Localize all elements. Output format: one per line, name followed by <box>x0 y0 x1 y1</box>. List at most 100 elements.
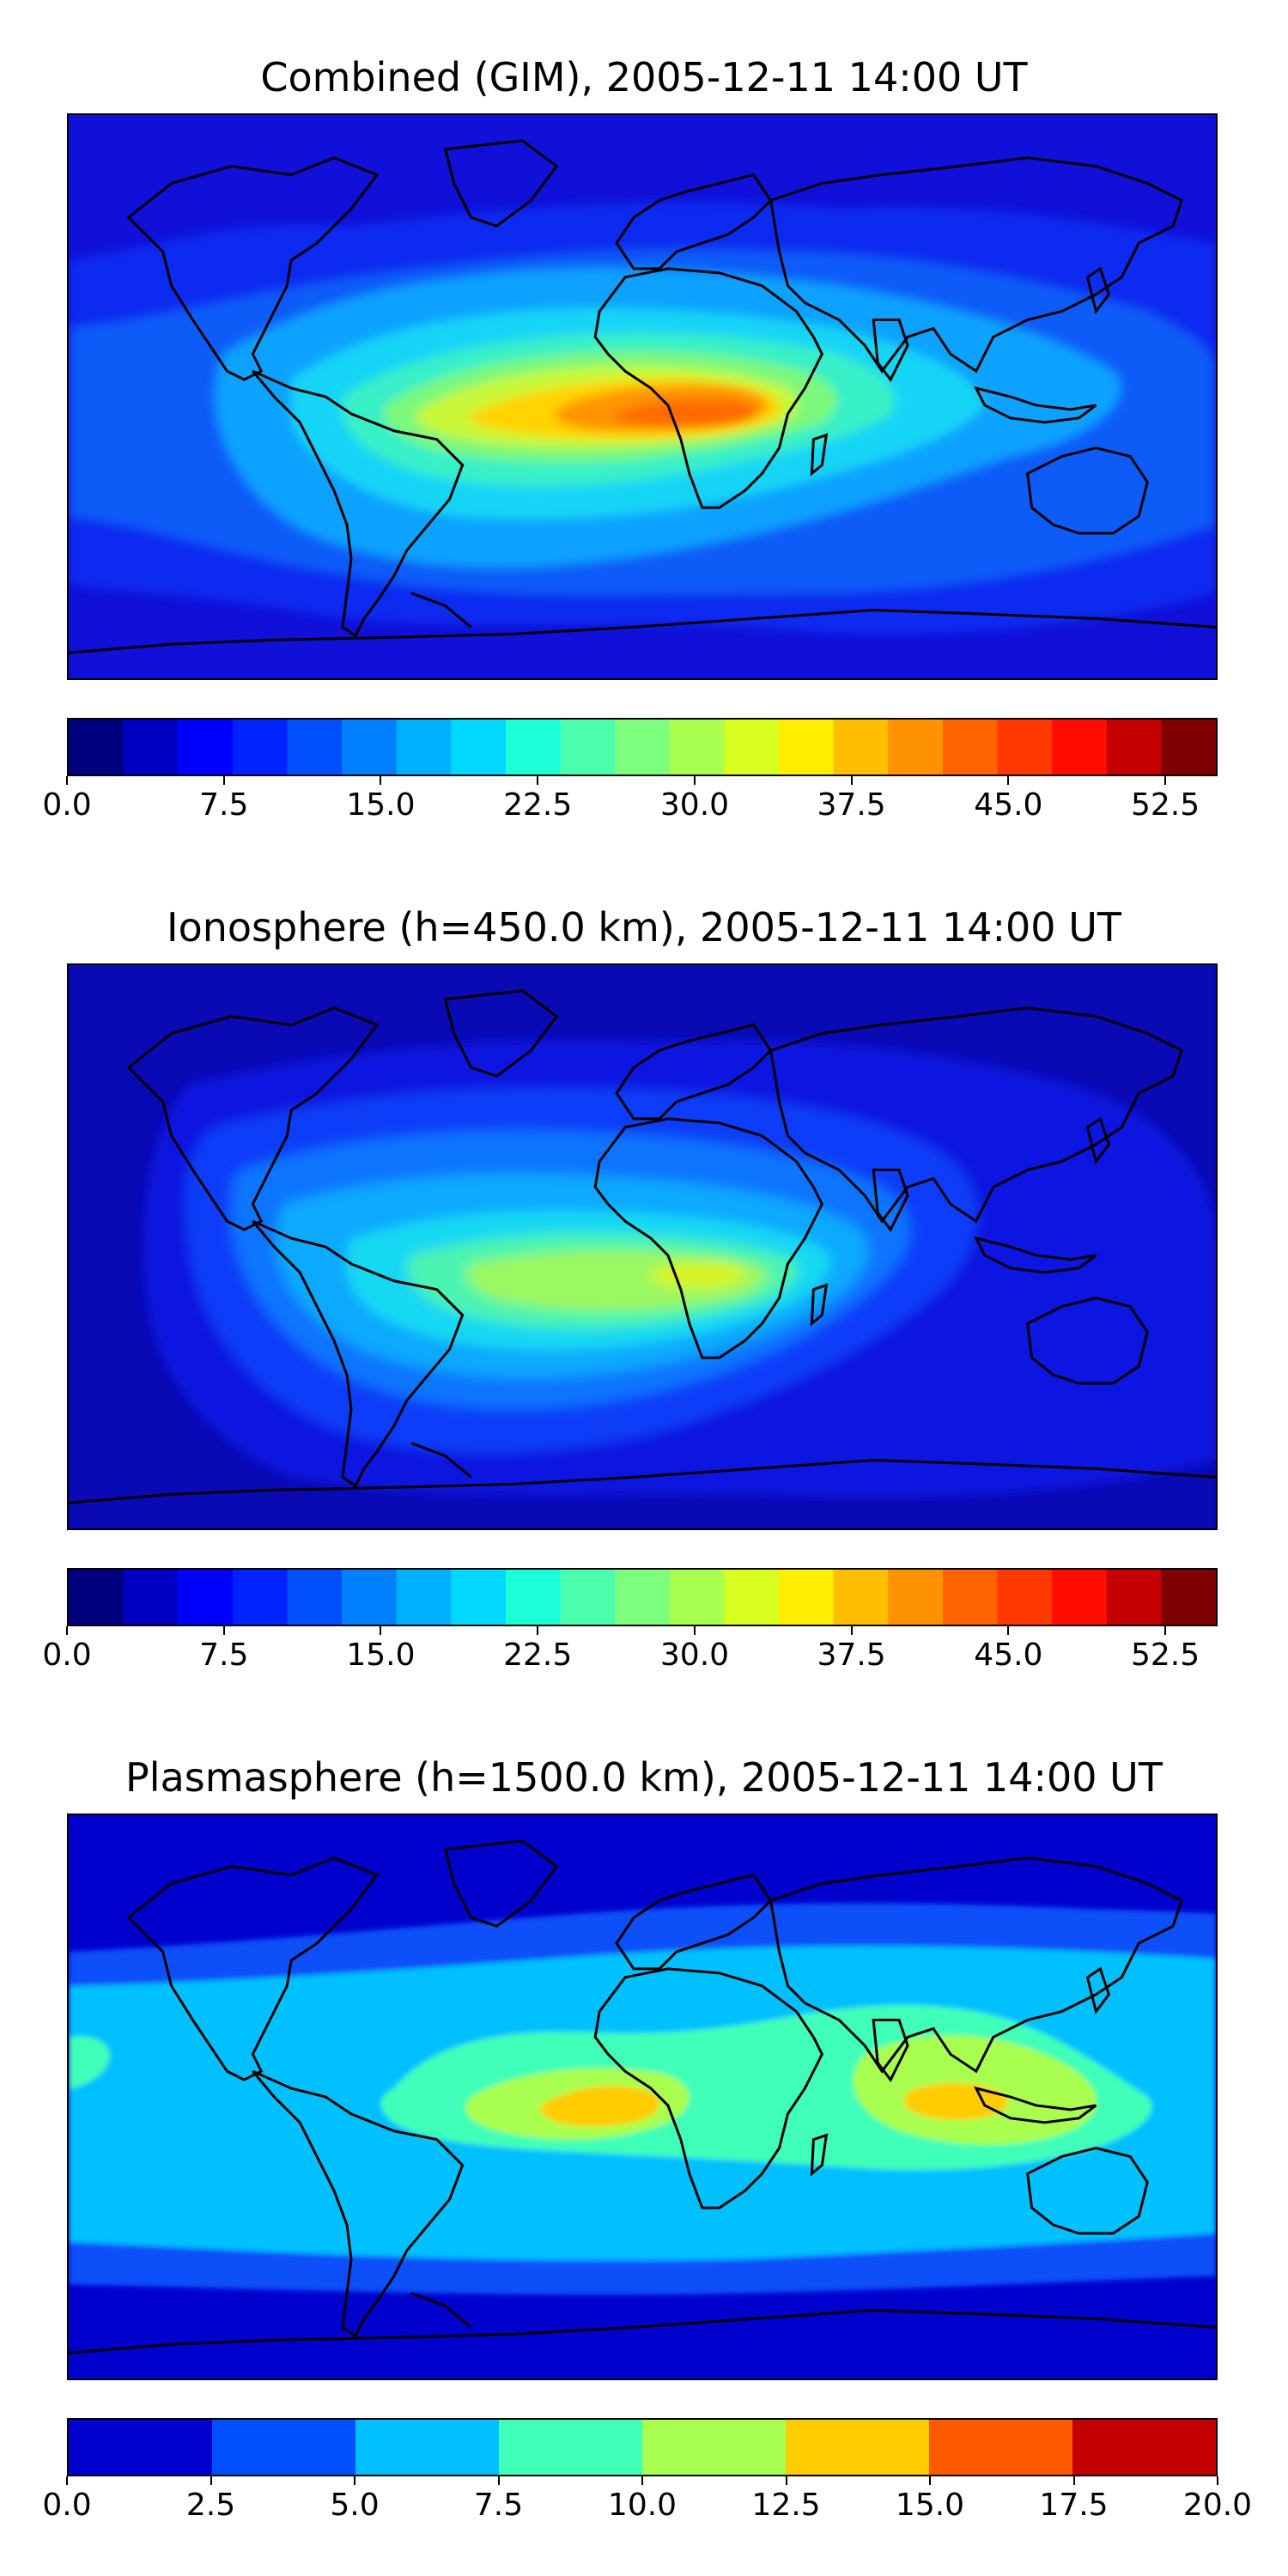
contour-level-3b <box>69 2036 110 2089</box>
colorbar-tick-label: 30.0 <box>659 1637 730 1673</box>
colorbar-tick-mark <box>354 2476 355 2485</box>
colorbar-ticks-ionosphere: 0.0 7.5 15.0 22.5 30.0 37.5 45.0 52.5 <box>42 1626 1218 1673</box>
colorbar-combined <box>67 718 1218 776</box>
contour-level-8 <box>651 1262 746 1289</box>
colorbar-tick-label: 52.5 <box>1130 787 1200 823</box>
colorbar-swatch <box>786 2420 930 2475</box>
colorbar-tick-label: 15.0 <box>346 787 416 823</box>
colorbar-swatch <box>123 720 179 775</box>
colorbar-tick-label: 12.5 <box>751 2488 821 2523</box>
colorbar-tick-label: 22.5 <box>503 787 573 823</box>
colorbar-swatch <box>232 1570 289 1625</box>
colorbar-swatch <box>1161 720 1216 775</box>
colorbar-tick-mark <box>1217 2476 1218 2485</box>
colorbar-swatch <box>942 1570 999 1625</box>
colorbar-tick-mark <box>222 1626 225 1635</box>
panel-title-combined: Combined (GIM), 2005-12-11 14:00 UT <box>260 54 1028 100</box>
map-plasmasphere <box>67 1814 1218 2380</box>
colorbar-swatch <box>178 720 234 775</box>
colorbar-swatch <box>1052 1570 1108 1625</box>
contour-field-ionosphere <box>69 965 1216 1528</box>
colorbar-swatch <box>396 1570 453 1625</box>
contour-level-5 <box>540 2086 660 2127</box>
colorbar-swatch <box>642 2420 787 2475</box>
panel-title-plasmasphere: Plasmasphere (h=1500.0 km), 2005-12-11 1… <box>125 1754 1163 1801</box>
colorbar-tick-label: 37.5 <box>817 1637 886 1673</box>
colorbar-tick-mark <box>850 776 853 785</box>
colorbar-tick-label: 7.5 <box>199 787 249 823</box>
colorbar-swatch <box>615 1570 671 1625</box>
colorbar-tick-label: 10.0 <box>607 2488 677 2523</box>
colorbar-tick-mark <box>66 776 68 785</box>
colorbar-swatch <box>997 1570 1053 1625</box>
colorbar-swatch <box>888 720 944 775</box>
colorbar-tick-label: 0.0 <box>42 1637 92 1673</box>
contour-field-combined <box>69 115 1216 678</box>
colorbar-tick-label: 45.0 <box>974 1637 1043 1673</box>
colorbar-swatch <box>451 1570 507 1625</box>
colorbar-tick-label: 37.5 <box>817 787 886 823</box>
colorbar-swatch <box>560 1570 616 1625</box>
colorbar-swatches <box>69 1570 1216 1625</box>
colorbar-swatch <box>69 2420 213 2475</box>
colorbar-swatch <box>123 1570 179 1625</box>
colorbar-swatch <box>355 2420 500 2475</box>
colorbar-swatch <box>888 1570 944 1625</box>
colorbar-swatch <box>69 1570 125 1625</box>
colorbar-tick-mark <box>66 1626 68 1635</box>
colorbar-tick-mark <box>1007 776 1010 785</box>
colorbar-tick-label: 45.0 <box>974 787 1043 823</box>
colorbar-swatch <box>560 720 616 775</box>
colorbar-tick-mark <box>1072 2476 1075 2485</box>
colorbar-tick-label: 20.0 <box>1182 2488 1253 2523</box>
contour-level-10 <box>614 398 756 427</box>
colorbar-tick-label: 7.5 <box>199 1637 249 1673</box>
colorbar-tick-mark <box>1164 776 1167 785</box>
colorbar-tick-mark <box>66 2476 68 2485</box>
colorbar-swatch <box>1052 720 1108 775</box>
colorbar-tick-label: 52.5 <box>1130 1637 1200 1673</box>
colorbar-tick-mark <box>785 2476 787 2485</box>
colorbar-tick-label: 0.0 <box>42 2488 92 2523</box>
colorbar-tick-label: 22.5 <box>503 1637 573 1673</box>
colorbar-swatch <box>724 1570 780 1625</box>
colorbar-swatch <box>615 720 671 775</box>
colorbar-swatch <box>1106 720 1163 775</box>
colorbar-tick-label: 30.0 <box>659 787 730 823</box>
colorbar-swatch <box>669 1570 726 1625</box>
colorbar-plasmasphere <box>67 2418 1218 2476</box>
colorbar-tick-label: 15.0 <box>895 2488 965 2523</box>
colorbar-tick-mark <box>929 2476 931 2485</box>
colorbar-swatch <box>342 1570 398 1625</box>
map-ionosphere <box>67 963 1218 1530</box>
colorbar-swatch <box>942 720 999 775</box>
colorbar-swatch <box>505 720 562 775</box>
colorbar-swatch <box>1106 1570 1163 1625</box>
colorbar-tick-mark <box>693 776 696 785</box>
colorbar-swatch <box>779 1570 835 1625</box>
colorbar-swatch <box>669 720 726 775</box>
colorbar-tick-mark <box>850 1626 853 1635</box>
colorbar-tick-mark <box>222 776 225 785</box>
colorbar-swatch <box>451 720 507 775</box>
colorbar-swatch <box>69 720 125 775</box>
colorbar-swatch <box>287 720 343 775</box>
colorbar-tick-mark <box>537 776 539 785</box>
colorbar-swatch <box>1072 2420 1216 2475</box>
panel-title-ionosphere: Ionosphere (h=450.0 km), 2005-12-11 14:0… <box>167 904 1121 951</box>
colorbar-tick-label: 15.0 <box>346 1637 416 1673</box>
colorbar-swatch <box>1161 1570 1216 1625</box>
colorbar-swatch <box>779 720 835 775</box>
colorbar-swatch <box>997 720 1053 775</box>
map-combined-gim <box>67 113 1218 680</box>
colorbar-swatch <box>342 720 398 775</box>
colorbar-tick-mark <box>641 2476 643 2485</box>
colorbar-swatch <box>499 2420 643 2475</box>
colorbar-swatch <box>929 2420 1073 2475</box>
colorbar-swatch <box>287 1570 343 1625</box>
colorbar-ticks-plasmasphere: 0.0 2.5 5.0 7.5 10.0 12.5 15.0 17.5 20.0 <box>42 2476 1252 2523</box>
colorbar-swatch <box>505 1570 562 1625</box>
colorbar-tick-mark <box>693 1626 696 1635</box>
colorbar-tick-mark <box>210 2476 212 2485</box>
colorbar-tick-label: 5.0 <box>330 2488 380 2523</box>
